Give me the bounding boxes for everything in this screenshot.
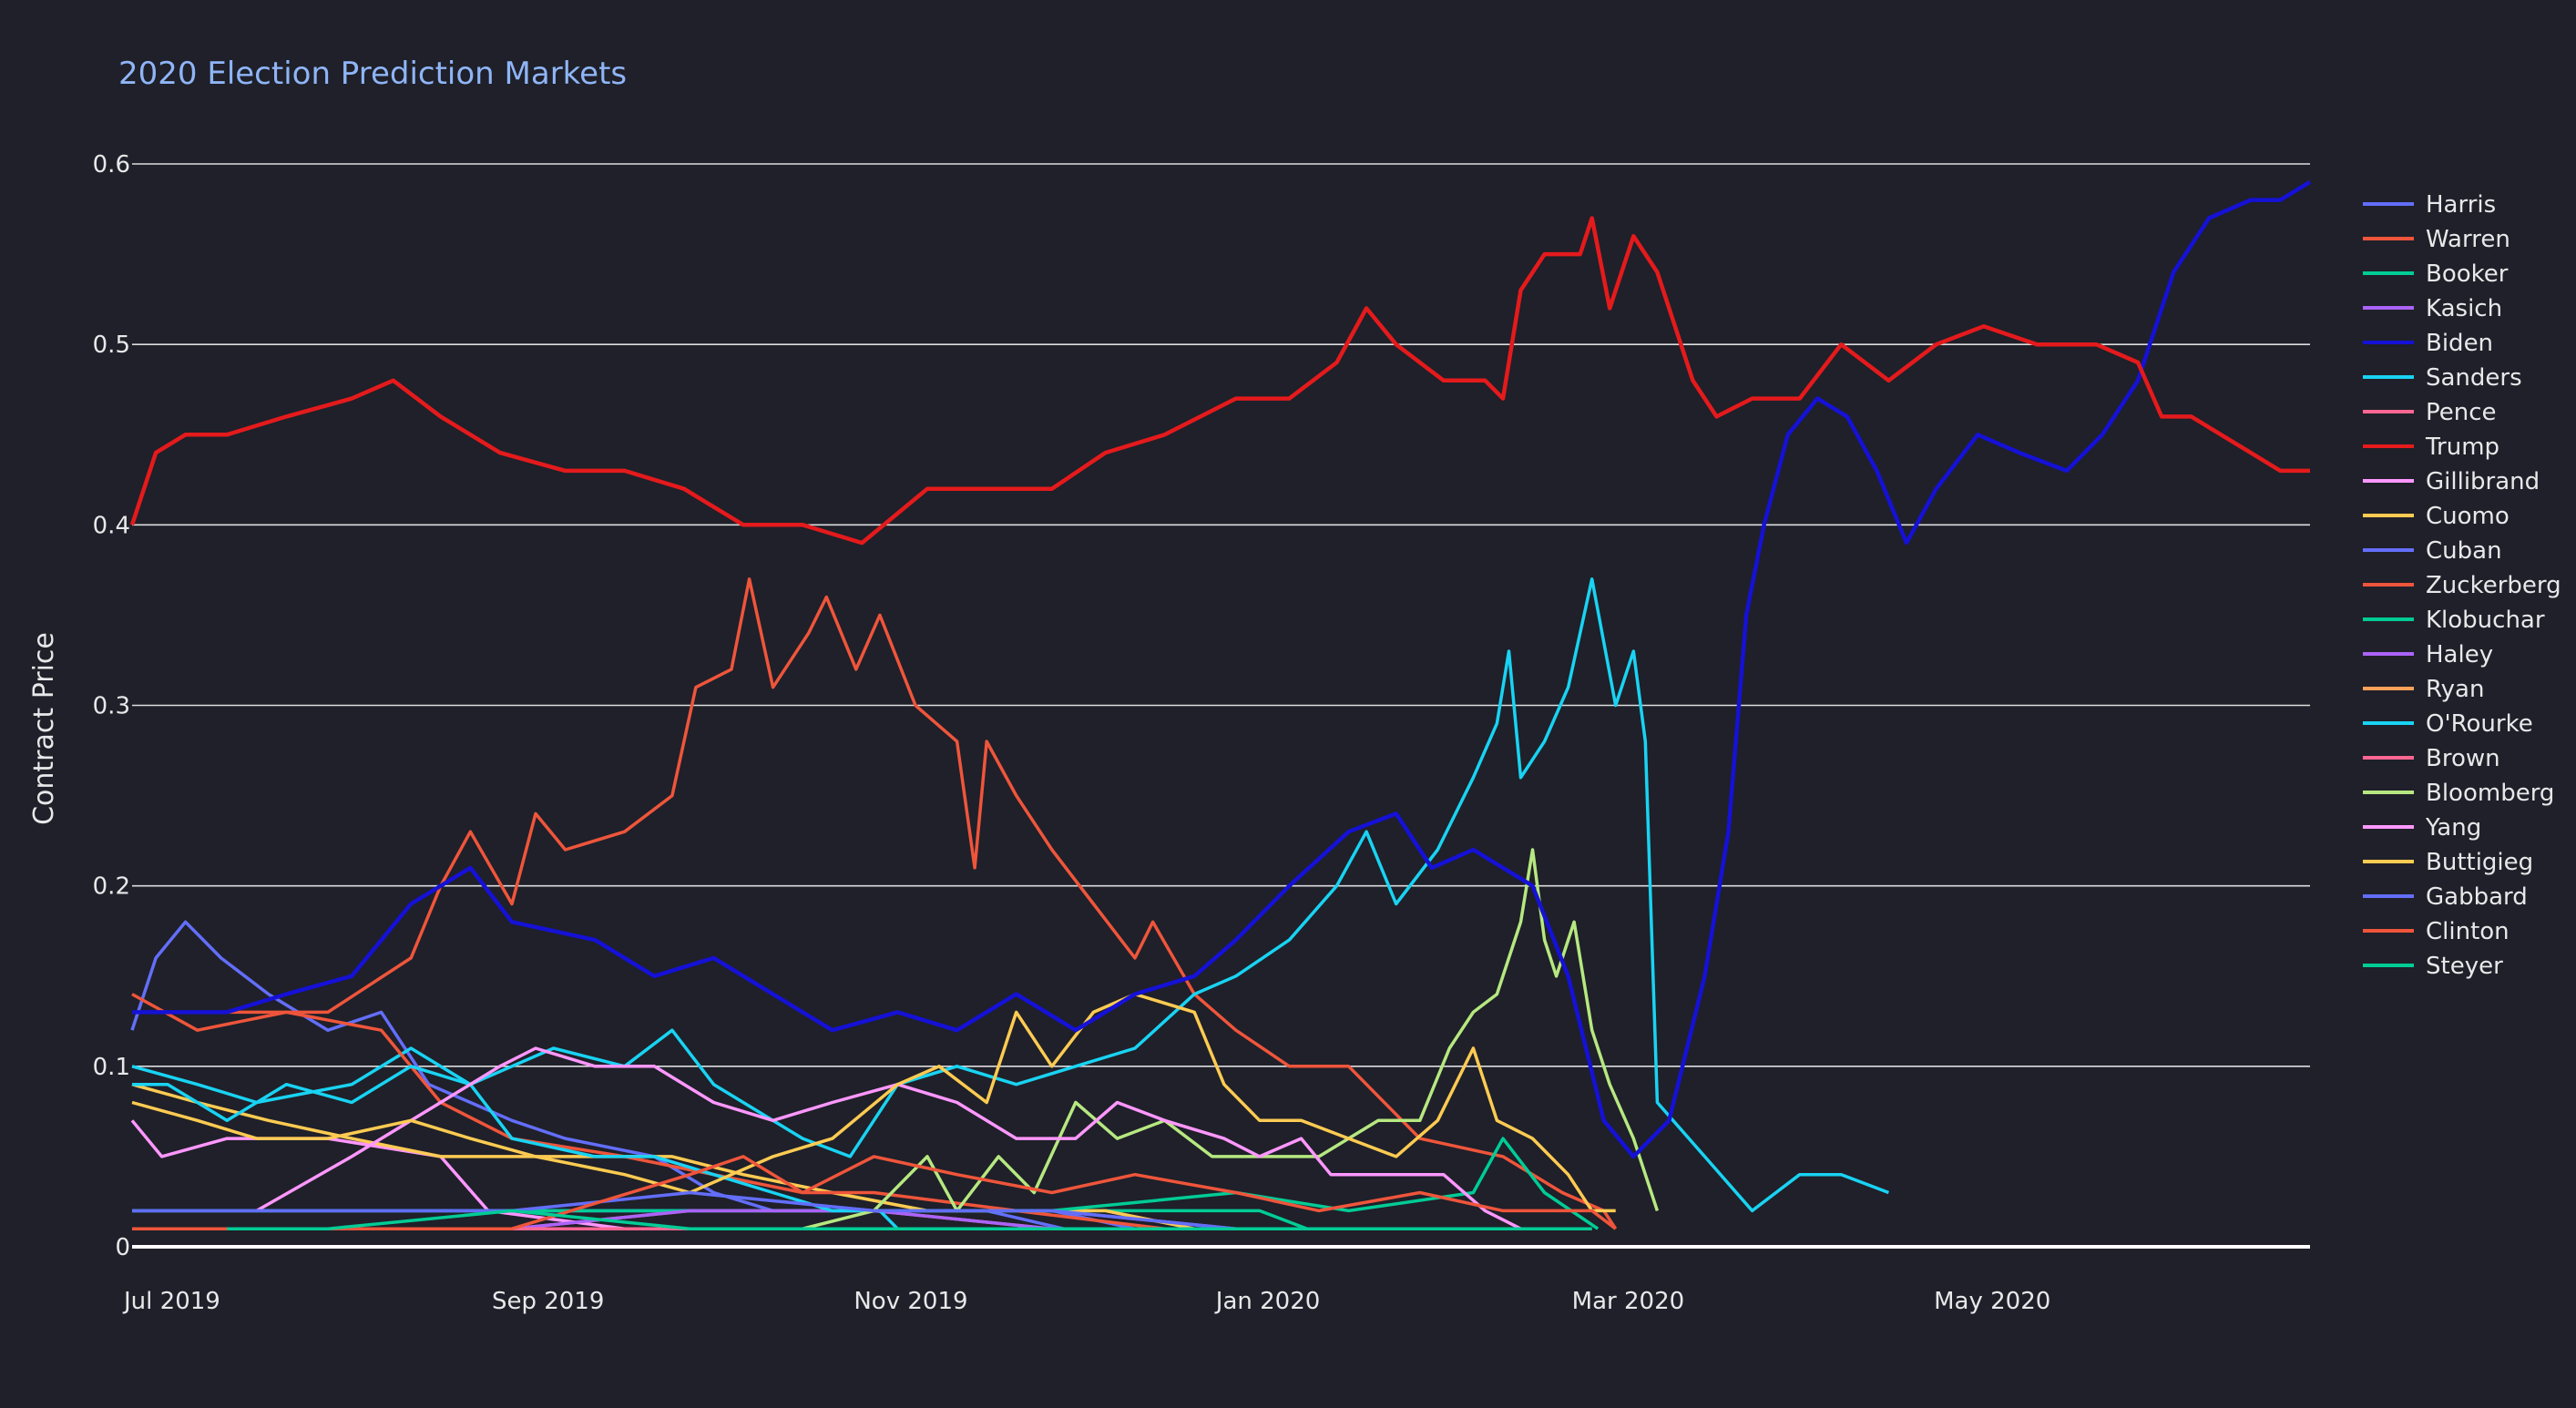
y-tick-label: 0.5: [93, 332, 130, 359]
legend-label: Steyer: [2426, 953, 2503, 980]
legend-label: Bloomberg: [2426, 780, 2554, 807]
chart-title: 2020 Election Prediction Markets: [118, 56, 627, 92]
series-line-biden: [132, 179, 2312, 1159]
legend-label: Harris: [2426, 191, 2496, 219]
legend-item-warren[interactable]: Warren: [2363, 226, 2510, 253]
legend-label: Booker: [2426, 260, 2509, 288]
legend-label: Biden: [2426, 330, 2493, 357]
y-axis-ticks: 0 0.1 0.2 0.3 0.4 0.5 0.6: [93, 151, 130, 1261]
y-tick-label: 0.4: [93, 512, 130, 539]
y-tick-label: 0: [115, 1234, 130, 1261]
legend-label: Yang: [2425, 814, 2481, 842]
legend-label: Ryan: [2426, 676, 2484, 703]
legend-label: Buttigieg: [2426, 849, 2533, 876]
legend-item-o-rourke[interactable]: O'Rourke: [2363, 710, 2533, 738]
legend-label: Gabbard: [2426, 883, 2528, 911]
x-tick-label: Mar 2020: [1572, 1288, 1685, 1315]
legend-label: Sanders: [2426, 364, 2522, 392]
legend-item-biden[interactable]: Biden: [2363, 330, 2493, 357]
series-line-trump: [129, 216, 2310, 546]
legend-label: Trump: [2425, 434, 2499, 461]
legend-item-gillibrand[interactable]: Gillibrand: [2363, 468, 2540, 495]
legend-item-buttigieg[interactable]: Buttigieg: [2363, 849, 2533, 876]
legend-item-brown[interactable]: Brown: [2363, 745, 2500, 772]
legend-item-zuckerberg[interactable]: Zuckerberg: [2363, 572, 2561, 599]
legend-label: Pence: [2426, 399, 2497, 426]
legend-item-cuomo[interactable]: Cuomo: [2363, 503, 2510, 530]
x-tick-label: May 2020: [1934, 1288, 2050, 1315]
legend-label: Cuomo: [2426, 503, 2510, 530]
x-tick-label: Jan 2020: [1214, 1288, 1321, 1315]
series-line-klobuchar: [132, 1137, 1600, 1230]
x-tick-label: Jul 2019: [122, 1288, 220, 1315]
series-line-cuban: [132, 1209, 1136, 1230]
y-tick-label: 0.3: [93, 693, 130, 720]
x-tick-label: Nov 2019: [854, 1288, 967, 1315]
y-tick-label: 0.1: [93, 1054, 130, 1081]
legend-item-gabbard[interactable]: Gabbard: [2363, 883, 2528, 911]
legend-item-haley[interactable]: Haley: [2363, 641, 2493, 668]
legend-item-clinton[interactable]: Clinton: [2363, 918, 2510, 945]
legend-label: Haley: [2426, 641, 2493, 668]
y-axis-title: Contract Price: [28, 632, 60, 825]
legend-item-cuban[interactable]: Cuban: [2363, 537, 2502, 565]
series-line-gillibrand: [130, 1119, 743, 1230]
legend-label: Warren: [2426, 226, 2510, 253]
legend-item-steyer[interactable]: Steyer: [2363, 953, 2503, 980]
series-line-yang: [255, 1046, 1522, 1230]
legend-item-yang[interactable]: Yang: [2363, 814, 2481, 842]
legend-item-sanders[interactable]: Sanders: [2363, 364, 2522, 392]
gridlines: [132, 163, 2310, 1249]
legend-item-booker[interactable]: Booker: [2363, 260, 2509, 288]
legend-item-bloomberg[interactable]: Bloomberg: [2363, 780, 2554, 807]
legend-label: Cuban: [2426, 537, 2502, 565]
legend-label: Brown: [2426, 745, 2500, 772]
legend-label: Klobuchar: [2426, 607, 2545, 634]
series-line-bloomberg: [802, 848, 1660, 1230]
legend-item-harris[interactable]: Harris: [2363, 191, 2496, 219]
legend-item-pence[interactable]: Pence: [2363, 399, 2497, 426]
series-line-warren: [132, 577, 1618, 1230]
legend-item-trump[interactable]: Trump: [2363, 434, 2499, 461]
y-tick-label: 0.6: [93, 151, 130, 179]
y-tick-label: 0.2: [93, 873, 130, 901]
series-line-haley: [132, 1209, 1420, 1230]
series-line-buttigieg: [131, 992, 1616, 1213]
series-line-clinton: [132, 1155, 1617, 1230]
series-line-zuckerberg: [131, 993, 1165, 1230]
series-line-steyer: [227, 1209, 1592, 1230]
series-line-cuomo: [131, 1083, 1195, 1230]
legend-label: Gillibrand: [2426, 468, 2540, 495]
x-tick-label: Sep 2019: [492, 1288, 604, 1315]
legend[interactable]: Harris Warren Booker Kasich Biden Sanders Penc…: [2363, 191, 2561, 980]
legend-item-klobuchar[interactable]: Klobuchar: [2363, 607, 2545, 634]
legend-label: O'Rourke: [2426, 710, 2533, 738]
series-line-sanders: [131, 577, 1890, 1213]
legend-item-kasich[interactable]: Kasich: [2363, 295, 2502, 322]
legend-label: Zuckerberg: [2426, 572, 2561, 599]
legend-label: Kasich: [2426, 295, 2502, 322]
x-axis-ticks: Jul 2019 Sep 2019 Nov 2019 Jan 2020 Mar 2020…: [122, 1288, 2050, 1315]
legend-label: Clinton: [2426, 918, 2510, 945]
series-lines: [129, 179, 2312, 1230]
series-line-o-rourke: [132, 1065, 899, 1230]
legend-item-ryan[interactable]: Ryan: [2363, 676, 2484, 703]
